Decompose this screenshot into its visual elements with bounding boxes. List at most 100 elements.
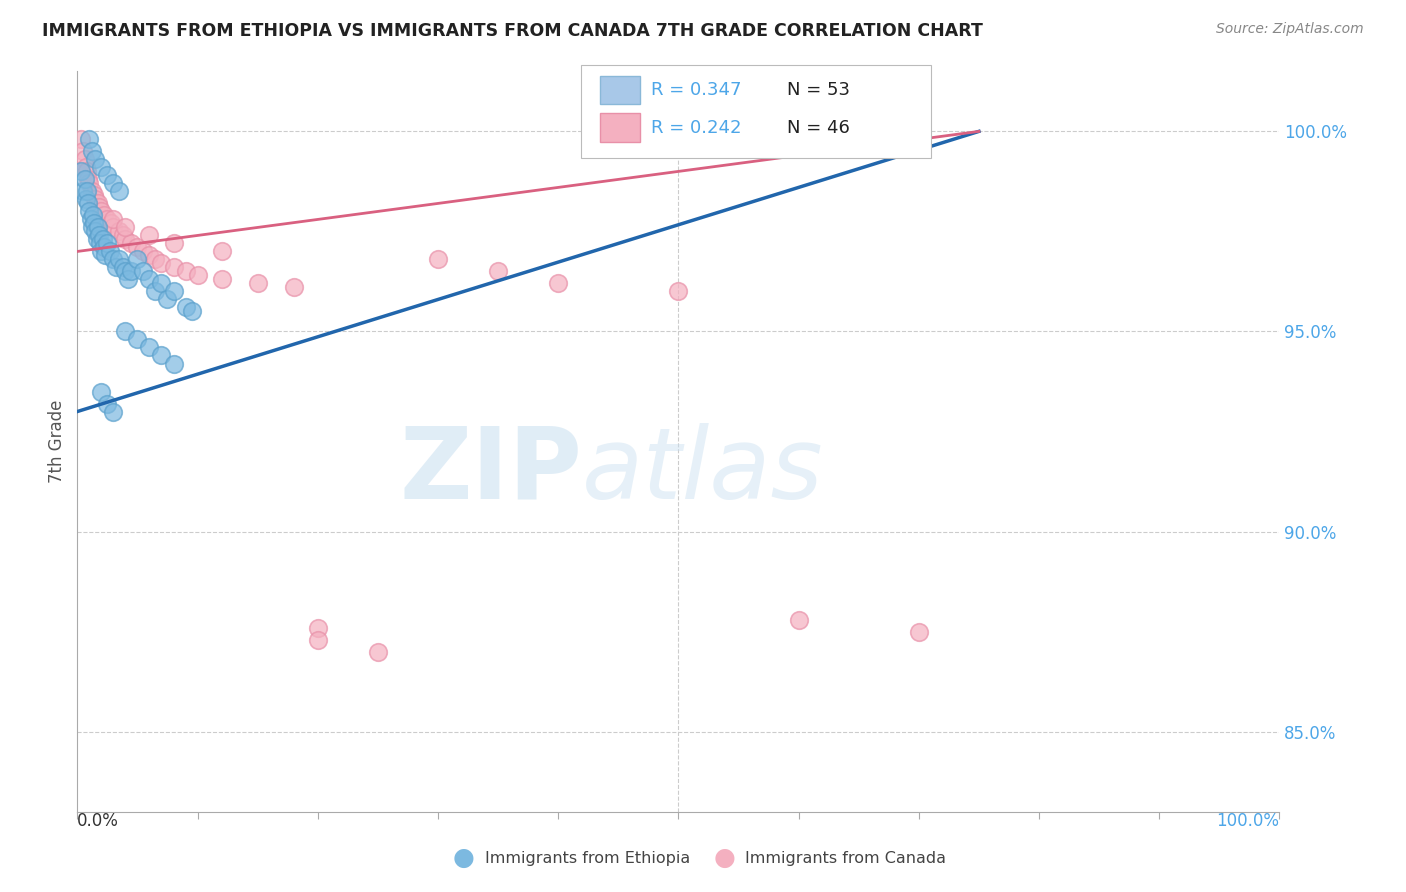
Point	[70, 132, 93, 146]
Point	[103, 252, 125, 267]
Point	[283, 280, 305, 294]
Point	[79, 212, 101, 227]
Text: Source: ZipAtlas.com: Source: ZipAtlas.com	[1216, 22, 1364, 37]
Point	[108, 252, 131, 267]
Point	[156, 293, 179, 307]
Point	[77, 172, 100, 186]
Point	[132, 264, 155, 278]
Text: R = 0.347: R = 0.347	[651, 81, 741, 99]
Point	[307, 632, 329, 647]
Point	[79, 204, 101, 219]
Point	[80, 145, 103, 159]
Point	[138, 272, 160, 286]
Point	[367, 645, 389, 659]
Text: N = 53: N = 53	[787, 81, 851, 99]
Point	[211, 272, 233, 286]
Point	[307, 621, 329, 635]
Point	[98, 244, 121, 259]
Point	[174, 264, 197, 278]
Point	[70, 164, 93, 178]
Point	[117, 272, 139, 286]
Point	[547, 277, 569, 291]
Point	[103, 212, 125, 227]
Point	[114, 325, 136, 339]
Point	[86, 232, 108, 246]
Text: N = 46: N = 46	[787, 119, 851, 136]
Point	[80, 220, 103, 235]
Point	[150, 256, 173, 270]
Point	[87, 201, 110, 215]
Text: ●: ●	[453, 847, 475, 870]
Point	[127, 333, 149, 347]
Point	[90, 244, 112, 259]
Point	[104, 260, 127, 275]
Text: IMMIGRANTS FROM ETHIOPIA VS IMMIGRANTS FROM CANADA 7TH GRADE CORRELATION CHART: IMMIGRANTS FROM ETHIOPIA VS IMMIGRANTS F…	[42, 22, 983, 40]
Point	[75, 161, 97, 175]
Point	[96, 236, 118, 251]
Point	[486, 264, 509, 278]
Point	[162, 285, 184, 299]
Point	[174, 301, 197, 315]
Point	[668, 285, 690, 299]
Point	[73, 153, 96, 167]
Point	[120, 264, 142, 278]
Point	[79, 132, 101, 146]
Point	[77, 196, 100, 211]
Point	[246, 277, 269, 291]
Point	[73, 172, 96, 186]
Point	[127, 252, 149, 267]
Point	[114, 232, 136, 246]
Point	[787, 613, 810, 627]
Point	[114, 220, 136, 235]
Point	[96, 396, 118, 410]
Text: 100.0%: 100.0%	[1216, 812, 1279, 830]
Point	[114, 264, 136, 278]
Point	[76, 164, 98, 178]
Point	[93, 240, 115, 254]
Point	[162, 236, 184, 251]
Point	[145, 252, 167, 267]
Point	[93, 209, 115, 223]
Point	[103, 177, 125, 191]
Point	[211, 244, 233, 259]
Point	[76, 185, 98, 199]
Point	[72, 145, 94, 159]
Point	[111, 228, 134, 243]
Point	[138, 248, 160, 262]
Text: ZIP: ZIP	[399, 423, 582, 520]
Point	[96, 212, 118, 227]
Point	[145, 285, 167, 299]
Point	[75, 193, 97, 207]
Point	[186, 268, 209, 283]
Point	[87, 196, 110, 211]
Point	[82, 209, 104, 223]
Point	[138, 341, 160, 355]
Point	[89, 236, 111, 251]
Point	[150, 277, 173, 291]
Point	[87, 228, 110, 243]
Point	[90, 204, 112, 219]
Point	[72, 185, 94, 199]
Point	[91, 232, 114, 246]
Point	[111, 260, 134, 275]
Point	[108, 224, 131, 238]
Point	[120, 236, 142, 251]
Point	[94, 248, 117, 262]
Point	[162, 260, 184, 275]
Point	[84, 224, 107, 238]
Text: ●: ●	[713, 847, 735, 870]
Text: 0.0%: 0.0%	[77, 812, 120, 830]
Point	[84, 193, 107, 207]
Point	[103, 404, 125, 418]
Point	[180, 304, 202, 318]
Point	[108, 185, 131, 199]
Point	[162, 357, 184, 371]
Point	[150, 349, 173, 363]
Point	[100, 216, 122, 230]
Text: R = 0.242: R = 0.242	[651, 119, 741, 136]
Point	[908, 624, 931, 639]
Point	[96, 169, 118, 183]
Point	[103, 220, 125, 235]
Point	[83, 188, 105, 202]
Y-axis label: 7th Grade: 7th Grade	[48, 400, 66, 483]
